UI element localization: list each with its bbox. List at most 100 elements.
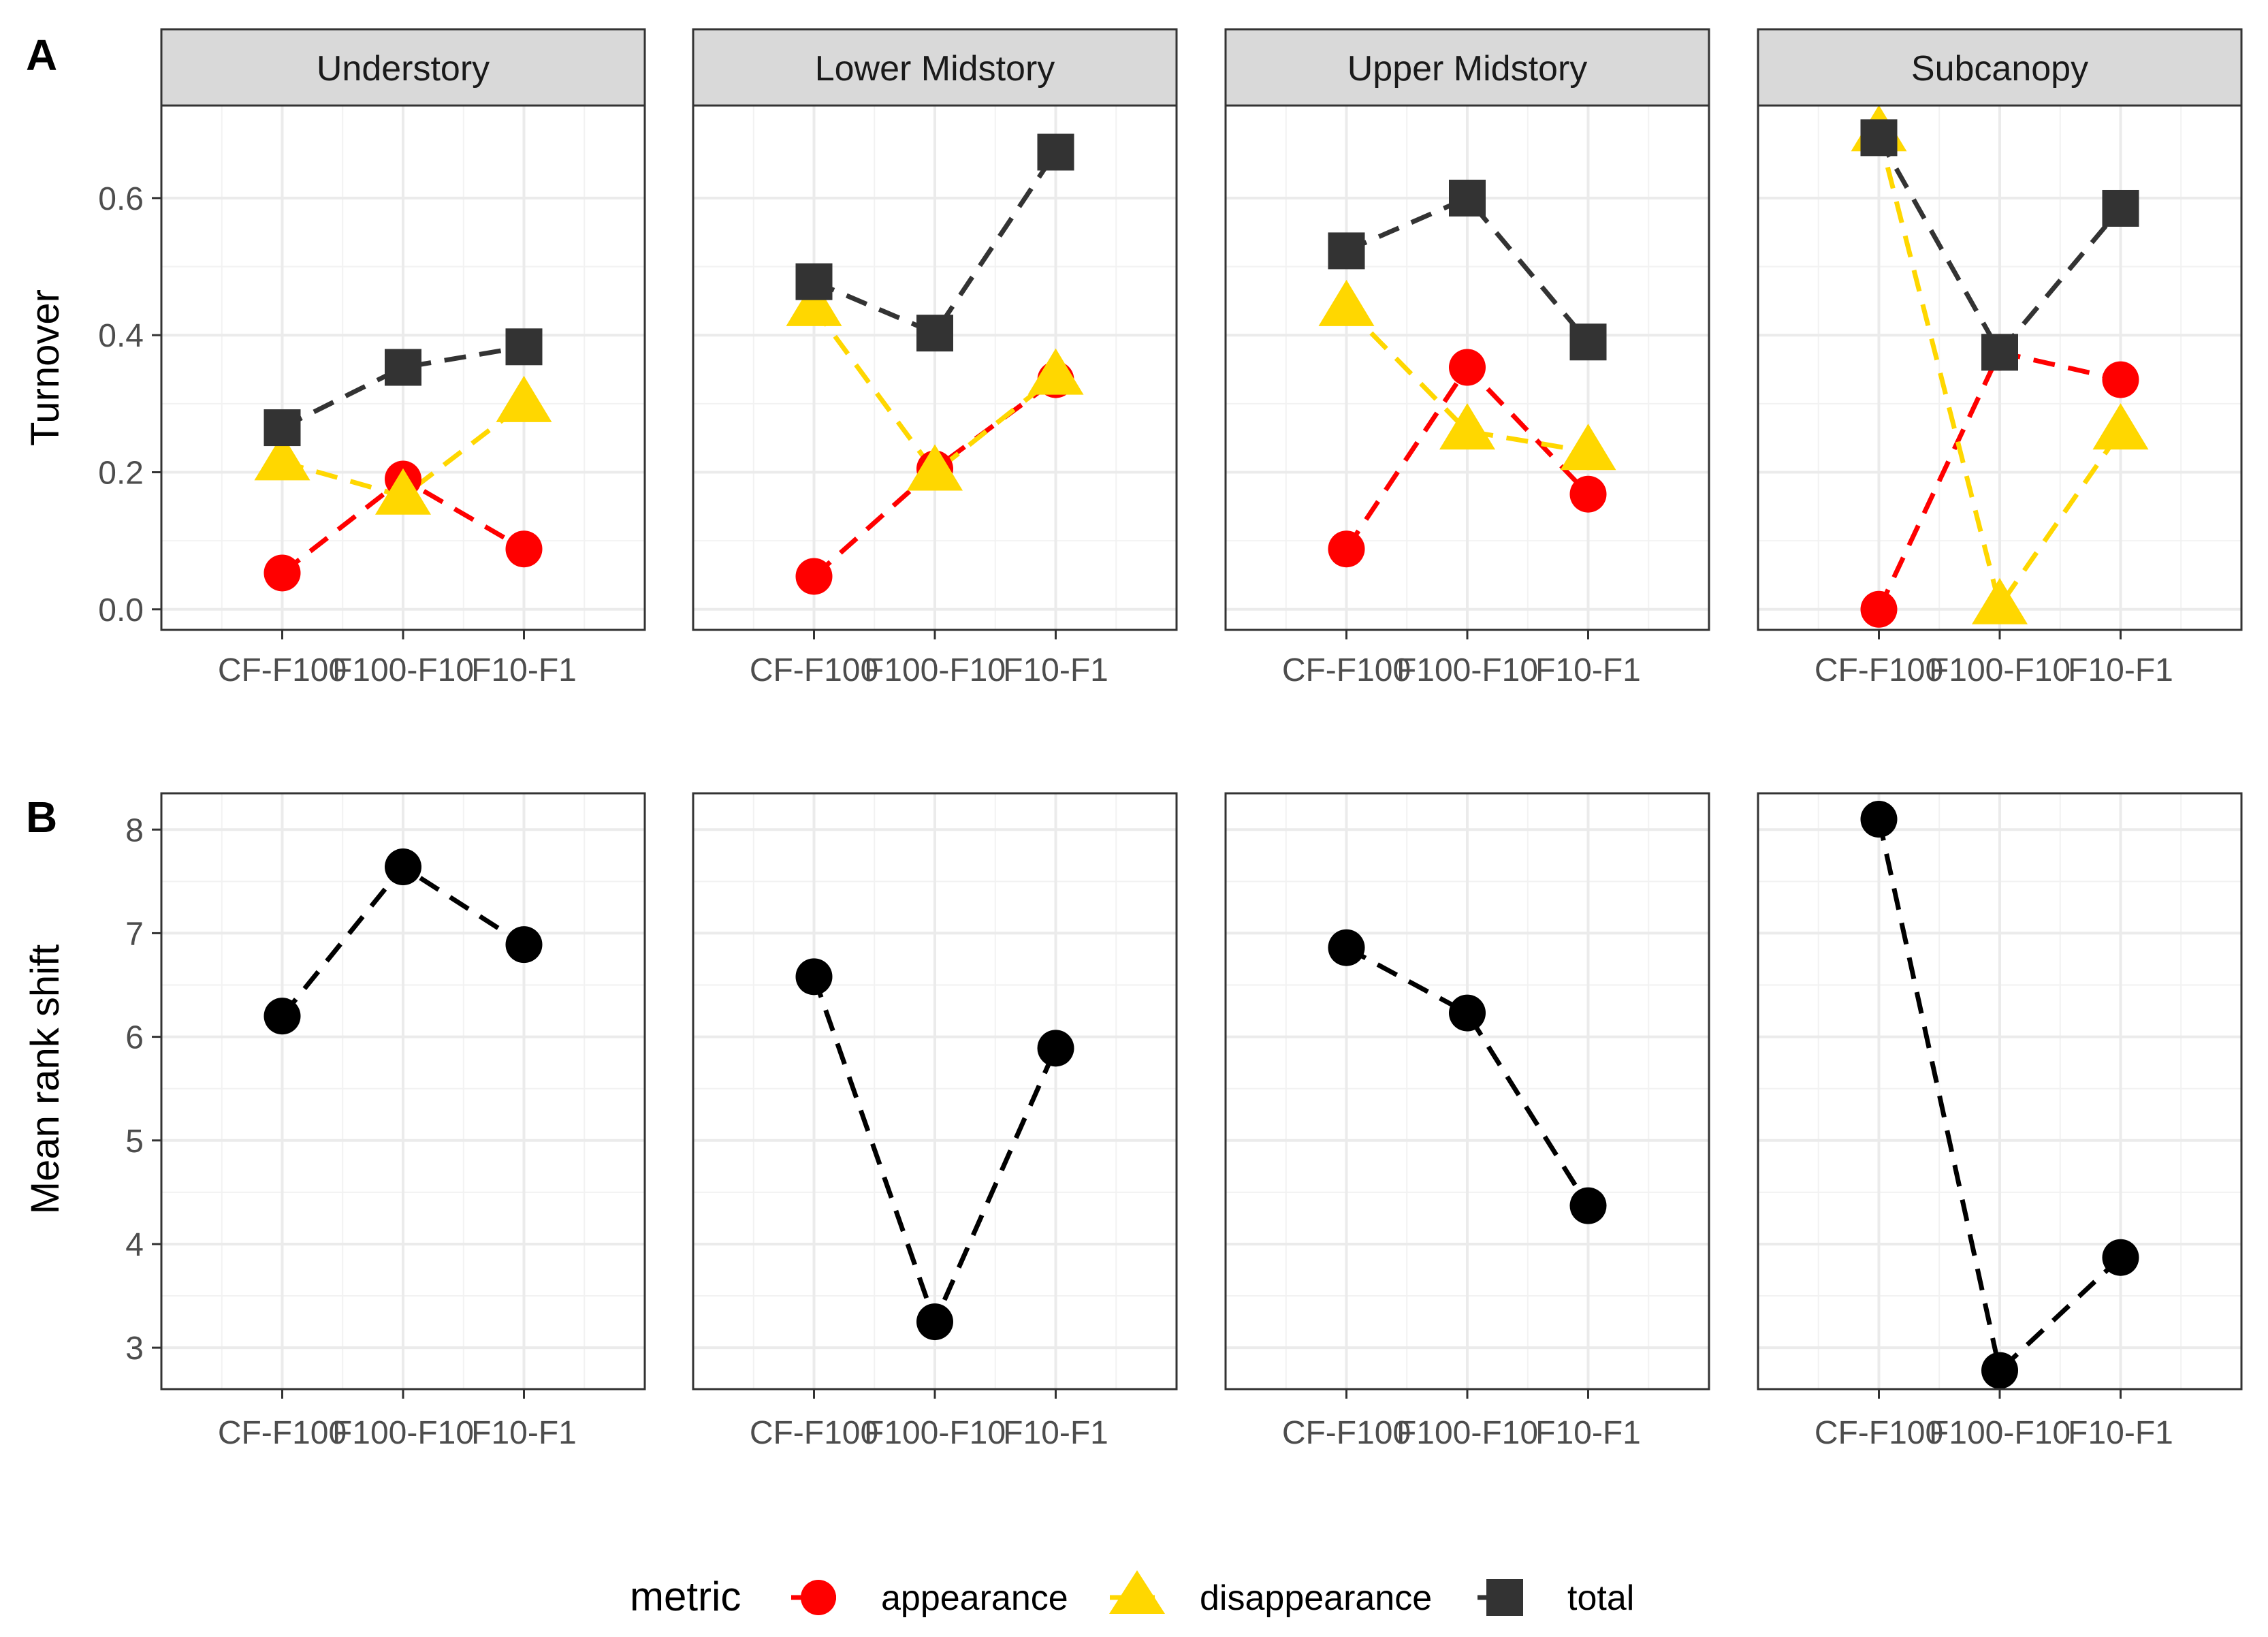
y-tick-label-0-0: 0.0 xyxy=(98,592,144,629)
point-subcanopy-mean-rank-shift-f100-f10 xyxy=(1981,1352,2018,1389)
x-tick-label-understory-cf-f100: CF-F100 xyxy=(218,1415,347,1451)
point-lower-midstory-mean-rank-shift-f100-f10 xyxy=(916,1303,953,1341)
x-tick-label-subcanopy-f100-f10: F100-F10 xyxy=(1929,1415,2071,1451)
legend-key-appearance xyxy=(791,1580,846,1615)
point-upper-midstory-appearance-cf-f100 xyxy=(1328,530,1365,568)
x-tick-label-understory-cf-f100: CF-F100 xyxy=(218,652,347,688)
point-understory-mean-rank-shift-f10-f1 xyxy=(505,926,543,964)
series-line-upper-midstory-total xyxy=(1345,195,1591,344)
legend-label-total: total xyxy=(1567,1578,1634,1618)
x-tick-label-lower-midstory-f10-f1: F10-F1 xyxy=(1003,652,1108,688)
series-line-upper-midstory-disappearance xyxy=(1344,306,1589,454)
series-line-subcanopy-disappearance xyxy=(1876,132,2123,612)
facet-label-lower-midstory: Lower Midstory xyxy=(815,49,1055,89)
point-lower-midstory-total-cf-f100 xyxy=(795,263,833,300)
point-lower-midstory-appearance-cf-f100 xyxy=(795,558,833,595)
x-tick-label-upper-midstory-cf-f100: CF-F100 xyxy=(1282,1415,1411,1451)
point-understory-total-cf-f100 xyxy=(263,409,301,447)
y-axis-title-turnover: Turnover xyxy=(23,289,67,446)
legend: metric appearance disappearance total xyxy=(630,1570,1634,1619)
legend-key-disappearance xyxy=(1109,1570,1165,1614)
series-line-understory-total xyxy=(281,344,525,430)
point-understory-appearance-f10-f1 xyxy=(505,530,543,568)
point-lower-midstory-disappearance-f100-f10 xyxy=(907,444,963,491)
point-subcanopy-appearance-cf-f100 xyxy=(1860,590,1898,628)
facet-label-subcanopy: Subcanopy xyxy=(1911,49,2088,89)
legend-title: metric xyxy=(630,1574,741,1619)
point-subcanopy-mean-rank-shift-f10-f1 xyxy=(2102,1239,2139,1276)
x-tick-label-upper-midstory-cf-f100: CF-F100 xyxy=(1282,652,1411,688)
point-understory-total-f100-f10 xyxy=(385,349,421,386)
point-upper-midstory-appearance-f10-f1 xyxy=(1569,475,1607,513)
x-tick-label-understory-f100-f10: F100-F10 xyxy=(332,652,474,688)
facet-label-upper-midstory: Upper Midstory xyxy=(1347,49,1588,89)
point-upper-midstory-disappearance-f10-f1 xyxy=(1560,424,1616,471)
x-tick-label-subcanopy-f10-f1: F10-F1 xyxy=(2068,652,2173,688)
x-tick-label-upper-midstory-f100-f10: F100-F10 xyxy=(1396,1415,1538,1451)
x-tick-label-upper-midstory-f10-f1: F10-F1 xyxy=(1535,652,1641,688)
legend-label-appearance: appearance xyxy=(881,1578,1068,1618)
legend-label-disappearance: disappearance xyxy=(1200,1578,1432,1618)
point-subcanopy-total-cf-f100 xyxy=(1860,119,1898,157)
point-subcanopy-total-f10-f1 xyxy=(2102,189,2139,227)
point-upper-midstory-disappearance-cf-f100 xyxy=(1318,279,1375,326)
x-tick-label-understory-f100-f10: F100-F10 xyxy=(332,1415,474,1451)
point-lower-midstory-mean-rank-shift-cf-f100 xyxy=(795,958,833,996)
x-tick-label-subcanopy-f10-f1: F10-F1 xyxy=(2068,1415,2173,1451)
point-understory-disappearance-f10-f1 xyxy=(496,375,552,422)
y-tick-label-3: 3 xyxy=(125,1331,144,1367)
point-understory-disappearance-f100-f10 xyxy=(375,468,431,515)
y-tick-label-6: 6 xyxy=(125,1020,144,1056)
facet-strip-lower-midstory xyxy=(692,28,1178,107)
facet-strip-upper-midstory xyxy=(1224,28,1710,107)
y-axis-title-mean-rank-shift: Mean rank shift xyxy=(23,944,67,1215)
x-tick-label-understory-f10-f1: F10-F1 xyxy=(471,1415,577,1451)
point-understory-mean-rank-shift-f100-f10 xyxy=(385,848,421,886)
data-layer xyxy=(254,105,2149,1389)
grid-layer xyxy=(161,106,2241,1389)
point-upper-midstory-mean-rank-shift-cf-f100 xyxy=(1328,929,1365,966)
text-layer: A B Turnover Mean rank shift Understory C… xyxy=(23,31,2173,1451)
x-tick-label-subcanopy-cf-f100: CF-F100 xyxy=(1815,652,1943,688)
x-tick-label-lower-midstory-f100-f10: F100-F10 xyxy=(864,1415,1006,1451)
frame-layer xyxy=(152,28,2243,1399)
x-tick-label-lower-midstory-cf-f100: CF-F100 xyxy=(750,1415,878,1451)
legend-square-icon xyxy=(1486,1579,1523,1616)
legend-circle-icon xyxy=(801,1580,836,1615)
series-line-lower-midstory-total xyxy=(813,150,1058,336)
point-upper-midstory-total-cf-f100 xyxy=(1328,232,1365,270)
point-subcanopy-total-f100-f10 xyxy=(1981,334,2018,371)
x-tick-label-upper-midstory-f10-f1: F10-F1 xyxy=(1535,1415,1641,1451)
point-upper-midstory-total-f100-f10 xyxy=(1449,179,1486,217)
point-lower-midstory-mean-rank-shift-f10-f1 xyxy=(1037,1030,1074,1067)
y-tick-label-0-4: 0.4 xyxy=(98,318,144,354)
point-lower-midstory-total-f10-f1 xyxy=(1037,133,1074,171)
x-tick-label-subcanopy-cf-f100: CF-F100 xyxy=(1815,1415,1943,1451)
point-upper-midstory-appearance-f100-f10 xyxy=(1449,349,1486,386)
point-understory-mean-rank-shift-cf-f100 xyxy=(263,998,301,1035)
point-subcanopy-disappearance-f10-f1 xyxy=(2092,403,2149,450)
x-tick-label-lower-midstory-cf-f100: CF-F100 xyxy=(750,652,878,688)
point-lower-midstory-total-f100-f10 xyxy=(916,315,953,352)
point-understory-appearance-cf-f100 xyxy=(263,554,301,592)
point-upper-midstory-disappearance-f100-f10 xyxy=(1439,403,1495,450)
point-understory-total-f10-f1 xyxy=(505,328,543,366)
series-line-upper-midstory-mean-rank-shift xyxy=(1345,945,1591,1207)
series-line-subcanopy-total xyxy=(1876,136,2123,357)
point-lower-midstory-disappearance-cf-f100 xyxy=(786,279,842,326)
point-subcanopy-appearance-f10-f1 xyxy=(2102,361,2139,398)
y-tick-label-7: 7 xyxy=(125,916,144,952)
y-tick-label-4: 4 xyxy=(125,1227,144,1263)
facet-strip-understory xyxy=(160,28,646,107)
x-tick-label-upper-midstory-f100-f10: F100-F10 xyxy=(1396,652,1538,688)
panel-label-b: B xyxy=(26,793,57,842)
facet-strip-subcanopy xyxy=(1757,28,2243,107)
point-upper-midstory-total-f10-f1 xyxy=(1569,323,1607,361)
series-line-subcanopy-mean-rank-shift xyxy=(1876,818,2122,1376)
point-understory-disappearance-cf-f100 xyxy=(254,434,310,481)
legend-key-total xyxy=(1478,1579,1532,1616)
panel-label-a: A xyxy=(26,31,57,80)
point-subcanopy-disappearance-f100-f10 xyxy=(1972,577,2028,624)
y-tick-label-0-6: 0.6 xyxy=(98,181,144,217)
